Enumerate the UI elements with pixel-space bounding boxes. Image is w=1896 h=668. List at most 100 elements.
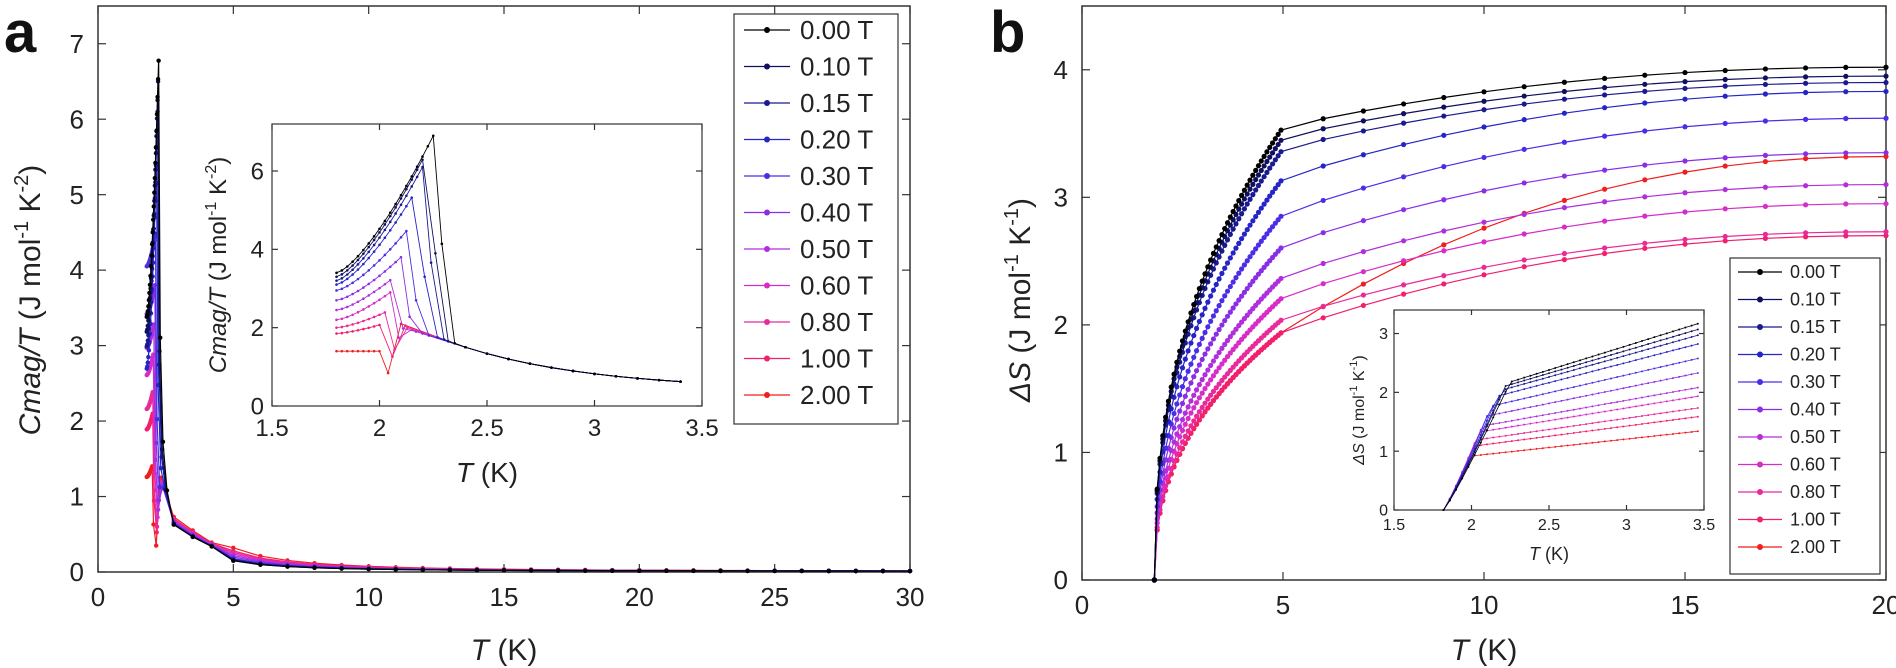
panel-b-inset-series-5-point	[1560, 399, 1563, 402]
panel-b-inset-series-10-point	[1535, 447, 1538, 450]
panel-a-series-4-point	[157, 484, 162, 490]
panel-b-series-6-point	[1185, 404, 1191, 410]
panel-b-series-2-point	[1227, 231, 1233, 238]
panel-a-inset-series-1-point	[378, 231, 381, 234]
panel-b-inset-series-0-point	[1510, 380, 1513, 383]
panel-b-inset-series-6-point	[1498, 421, 1501, 424]
panel-b-series-6-point	[1202, 372, 1208, 378]
panel-a-inset-series-0-point	[405, 184, 408, 188]
panel-b-inset-series-9-point	[1535, 436, 1538, 439]
panel-b-series-3-point	[1602, 105, 1608, 111]
panel-b-series-4-point	[1219, 298, 1225, 304]
panel-b-series-6-point	[1561, 205, 1567, 211]
panel-a-inset-series-4-point	[356, 277, 360, 281]
panel-b-series-10-point	[1682, 169, 1688, 175]
panel-b-series-10-point	[1481, 225, 1487, 231]
panel-b-series-9-point	[1199, 413, 1205, 419]
panel-b-inset-series-1-point	[1690, 330, 1693, 333]
panel-b-inset-series-8-point	[1610, 419, 1612, 422]
panel-b-series-3-point	[1275, 182, 1281, 188]
panel-b-inset-series-8-point	[1572, 424, 1575, 427]
panel-a-inset-series-1-point	[405, 187, 408, 191]
panel-b-inset-series-0-point	[1541, 370, 1544, 373]
panel-b-series-1-point	[1278, 137, 1284, 143]
panel-b-inset-series-9-point	[1696, 415, 1699, 418]
panel-b-inset-series-2-point	[1529, 381, 1532, 384]
panel-b-inset-series-3-point	[1653, 354, 1656, 357]
panel-b-inset-series-3-point	[1492, 405, 1495, 408]
panel-a-inset-series-9-point	[345, 331, 349, 334]
panel-a-inset-series-8-point	[372, 315, 376, 319]
panel-b-series-7-point	[1230, 346, 1236, 353]
panel-a-y-tick-label: 3	[70, 331, 84, 361]
panel-b-inset-series-4-point	[1628, 373, 1631, 376]
panel-b-inset-series-5-point	[1585, 394, 1588, 397]
panel-b-inset-series-1-point	[1510, 383, 1513, 386]
panel-b-series-8-point	[1602, 245, 1608, 251]
panel-b-series-3-point	[1883, 88, 1889, 95]
panel-b-inset-series-0-point	[1634, 341, 1637, 344]
panel-b-series-2-point	[1722, 83, 1728, 89]
panel-a-inset-series-0-point	[356, 254, 360, 258]
panel-b-inset-series-3-point	[1560, 378, 1563, 381]
panel-b-inset-series-7-line	[1443, 395, 1698, 511]
panel-b-series-4-point	[1210, 313, 1217, 319]
panel-a-y-tick-label: 6	[70, 104, 84, 134]
panel-b-inset-series-10-point	[1610, 439, 1612, 442]
panel-b-inset-series-8-point	[1523, 432, 1526, 435]
panel-b-series-2-point	[1441, 113, 1447, 119]
panel-a-inset-series-0-point	[657, 378, 661, 382]
panel-a-inset-series-5-point	[408, 315, 411, 319]
panel-b-inset-series-7-point	[1647, 403, 1650, 406]
panel-b-series-0-point	[1196, 286, 1202, 292]
panel-b-series-2-point	[1241, 206, 1248, 212]
panel-b-series-2-point	[1258, 178, 1264, 184]
panel-a-inset-series-0-point	[614, 374, 618, 378]
panel-b-inset-series-10-point	[1572, 443, 1575, 446]
panel-b-series-1-point	[1602, 85, 1608, 91]
panel-a-inset-series-9-point	[351, 330, 354, 333]
panel-a-inset-series-3-point	[436, 336, 439, 339]
panel-a-inset-series-6-point	[362, 297, 365, 301]
panel-a-inset-series-1-point	[410, 178, 414, 181]
panel-a-inset-series-4-point	[340, 287, 344, 291]
panel-b-series-0-point	[1682, 69, 1688, 76]
panel-b-series-9-point	[1762, 235, 1768, 241]
panel-b-inset-series-9-point	[1554, 434, 1557, 437]
panel-b-inset-series-2-point	[1690, 336, 1693, 338]
panel-b-inset-series-7-point	[1510, 425, 1513, 428]
panel-a-inset-series-0-line	[336, 134, 681, 383]
panel-b-inset-series-0-point	[1696, 322, 1699, 325]
panel-b-inset-series-9-point	[1597, 428, 1600, 431]
panel-b-series-10-point	[1360, 281, 1366, 287]
panel-b-series-3-point	[1202, 305, 1208, 311]
panel-b-inset-series-7-point	[1535, 421, 1538, 424]
panel-b-inset-series-2-point	[1622, 355, 1625, 358]
panel-a-series-0-point	[366, 566, 371, 572]
panel-b-inset-series-4-point	[1510, 400, 1513, 403]
panel-b-inset-series-9-point	[1510, 440, 1513, 443]
panel-b-series-3-point	[1199, 312, 1205, 318]
panel-b-series-4-point	[1722, 120, 1728, 127]
panel-a-inset-series-7-point	[362, 308, 365, 311]
panel-a-inset-series-5-point	[378, 274, 381, 278]
panel-a-legend	[733, 13, 899, 425]
legend-a-label-7: 0.60 T	[800, 271, 873, 301]
panel-b-inset-series-0-point	[1486, 429, 1488, 432]
panel-a-inset-series-1-point	[335, 275, 338, 279]
panel-a-series-0-point	[501, 568, 507, 573]
panel-a-inset-plot-area	[271, 123, 703, 407]
panel-b-series-0-point	[1264, 149, 1270, 155]
panel-b-inset-series-7-point	[1634, 405, 1637, 408]
panel-b-inset-series-6-point	[1585, 406, 1588, 409]
panel-b-inset-series-2-point	[1678, 339, 1681, 342]
panel-b-series-4-point	[1230, 279, 1236, 285]
panel-a-y-tick-label: 4	[70, 255, 84, 285]
panel-b-inset-series-9-point	[1665, 419, 1668, 422]
panel-a-series-0-point	[772, 568, 777, 574]
panel-a-series-0-point	[339, 566, 344, 571]
panel-a-inset-series-2-point	[372, 243, 376, 247]
panel-b-series-1-point	[1253, 177, 1259, 183]
panel-b-series-0-point	[1236, 198, 1242, 204]
legend-b-label-9: 1.00 T	[1790, 510, 1841, 530]
